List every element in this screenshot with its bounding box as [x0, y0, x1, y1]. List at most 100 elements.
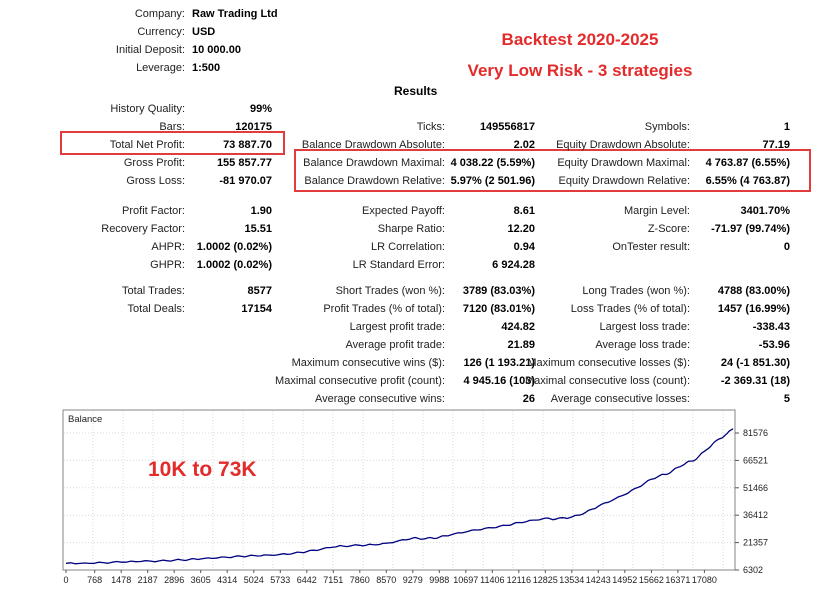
svg-text:51466: 51466: [743, 483, 768, 493]
stat-row: Balance Drawdown Absolute: 2.02: [270, 136, 535, 154]
initial-deposit-value: 10 000.00: [192, 44, 241, 56]
stat-value: 7120 (83.01%): [462, 303, 535, 315]
stat-value: 120175: [235, 121, 272, 133]
stat-value: 6 924.28: [492, 259, 535, 271]
annotation-title-line2: Very Low Risk - 3 strategies: [467, 61, 693, 80]
svg-text:9988: 9988: [429, 575, 449, 585]
stat-value: 155 857.77: [216, 157, 272, 169]
stat-label: Recovery Factor:: [101, 223, 185, 235]
stat-value: 77.19: [762, 139, 790, 151]
stat-value: 1: [783, 121, 790, 133]
annotation-title: Backtest 2020-2025 Very Low Risk - 3 str…: [420, 24, 740, 86]
svg-text:16371: 16371: [665, 575, 690, 585]
stat-value: 2.02: [513, 139, 535, 151]
stat-label: Total Trades:: [122, 285, 185, 297]
stat-label: Balance Drawdown Absolute:: [301, 139, 445, 151]
stat-row: Average loss trade: -53.96: [515, 336, 790, 354]
stat-value: 15.51: [244, 223, 272, 235]
stat-label: Equity Drawdown Maximal:: [557, 157, 690, 169]
stat-value: 99%: [249, 103, 272, 115]
chart-annotation: 10K to 73K: [148, 458, 257, 481]
stat-label: Ticks:: [416, 121, 445, 133]
stat-value: 6.55% (4 763.87): [705, 175, 790, 187]
stat-row: Profit Trades (% of total): 7120 (83.01%): [270, 300, 535, 318]
stat-row: Largest profit trade: 424.82: [270, 318, 535, 336]
svg-text:1478: 1478: [111, 575, 131, 585]
stat-label: Margin Level:: [623, 205, 690, 217]
stat-label: OnTester result:: [612, 241, 690, 253]
stat-label: Gross Loss:: [126, 175, 185, 187]
stat-value: 8.61: [513, 205, 535, 217]
stat-value: 26: [522, 393, 535, 405]
stat-label: Equity Drawdown Relative:: [558, 175, 690, 187]
currency-label: Currency:: [137, 26, 185, 38]
stat-label: Z-Score:: [647, 223, 690, 235]
svg-text:7151: 7151: [323, 575, 343, 585]
stat-label: Long Trades (won %):: [582, 285, 690, 297]
stat-label: Largest loss trade:: [599, 321, 691, 333]
stat-row: Maximum consecutive wins ($): 126 (1 193.…: [270, 354, 535, 372]
annotation-title-line1: Backtest 2020-2025: [501, 30, 659, 49]
svg-text:0: 0: [63, 575, 68, 585]
stat-row: Sharpe Ratio: 12.20: [270, 220, 535, 238]
company-label: Company:: [134, 8, 185, 20]
stat-label: Sharpe Ratio:: [377, 223, 445, 235]
stat-label: Expected Payoff:: [362, 205, 445, 217]
stat-label: LR Correlation:: [371, 241, 445, 253]
stat-row: Equity Drawdown Relative: 6.55% (4 763.87…: [515, 172, 790, 190]
initial-deposit-row: Initial Deposit: 10 000.00: [95, 41, 241, 59]
stat-row: Average consecutive losses: 5: [515, 390, 790, 408]
stat-value: 126 (1 193.21): [463, 357, 535, 369]
svg-text:3605: 3605: [191, 575, 211, 585]
svg-text:81576: 81576: [743, 428, 768, 438]
stat-row: Long Trades (won %): 4788 (83.00%): [515, 282, 790, 300]
stat-row: Balance Drawdown Maximal: 4 038.22 (5.59%…: [270, 154, 535, 172]
stat-row: Loss Trades (% of total): 1457 (16.99%): [515, 300, 790, 318]
stat-row: Total Net Profit: 73 887.70: [40, 136, 272, 154]
stat-value: 4 945.16 (103): [463, 375, 535, 387]
stat-row: Equity Drawdown Absolute: 77.19: [515, 136, 790, 154]
stat-label: Average consecutive wins:: [314, 393, 445, 405]
stat-value: 8577: [247, 285, 272, 297]
svg-text:8570: 8570: [376, 575, 396, 585]
stat-row: Ticks: 149556817: [270, 118, 535, 136]
svg-text:17080: 17080: [692, 575, 717, 585]
leverage-row: Leverage: 1:500: [95, 59, 220, 77]
stat-label: Average consecutive losses:: [550, 393, 690, 405]
stat-row: Gross Profit: 155 857.77: [40, 154, 272, 172]
stat-value: 73 887.70: [223, 139, 272, 151]
stat-label: Balance Drawdown Relative:: [304, 175, 445, 187]
svg-text:36412: 36412: [743, 510, 768, 520]
stat-value: 1.0002 (0.02%): [196, 241, 272, 253]
stat-label: Maximal consecutive loss (count):: [524, 375, 690, 387]
svg-text:2187: 2187: [138, 575, 158, 585]
stat-value: -81 970.07: [219, 175, 272, 187]
balance-chart: 6302 21357 36412 51466 66521 81576 0 768 1478 218…: [62, 409, 768, 585]
svg-text:12116: 12116: [507, 575, 531, 585]
stat-label: Maximum consecutive wins ($):: [291, 357, 445, 369]
stat-row: Largest loss trade: -338.43: [515, 318, 791, 336]
svg-text:9279: 9279: [403, 575, 423, 585]
stat-label: Gross Profit:: [123, 157, 185, 169]
stat-value: 0.94: [513, 241, 535, 253]
stat-value: 1.90: [250, 205, 272, 217]
stat-label: Bars:: [159, 121, 185, 133]
stat-label: Profit Trades (% of total):: [323, 303, 445, 315]
svg-text:14952: 14952: [612, 575, 637, 585]
stat-row: Average profit trade: 21.89: [270, 336, 535, 354]
svg-text:14243: 14243: [586, 575, 611, 585]
stat-value: 24 (-1 851.30): [720, 357, 790, 369]
stat-value: 17154: [241, 303, 272, 315]
stat-value: 0: [783, 241, 790, 253]
stat-value: 149556817: [479, 121, 535, 133]
stat-value: 3789 (83.03%): [462, 285, 535, 297]
stat-value: 5.97% (2 501.96): [450, 175, 535, 187]
svg-text:10697: 10697: [453, 575, 478, 585]
stat-row: Total Trades: 8577: [40, 282, 272, 300]
stat-value: 1457 (16.99%): [717, 303, 790, 315]
drawdown-highlight-box: [294, 149, 811, 192]
svg-text:6302: 6302: [743, 565, 763, 575]
stat-row: Recovery Factor: 15.51: [40, 220, 272, 238]
stat-value: 5: [783, 393, 790, 405]
stat-value: -71.97 (99.74%): [711, 223, 790, 235]
